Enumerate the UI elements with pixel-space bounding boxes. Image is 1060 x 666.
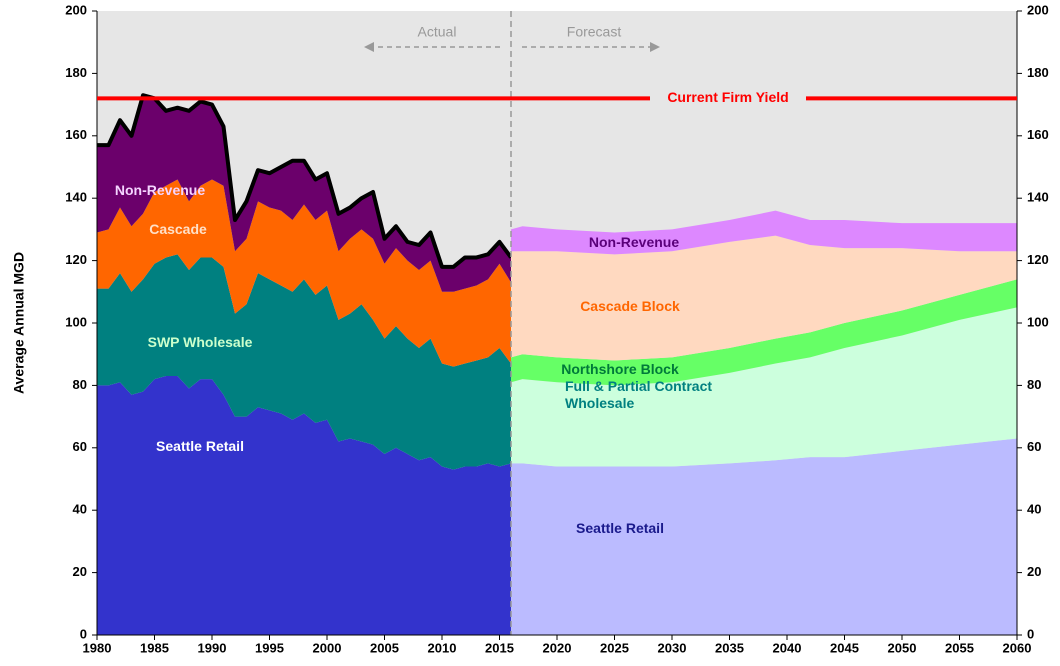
x-tick-label: 1985: [140, 640, 169, 655]
y-tick-label: 100: [65, 314, 87, 329]
series-label: Cascade: [149, 221, 207, 237]
x-tick-label: 2045: [830, 640, 859, 655]
x-tick-label: 1980: [83, 640, 112, 655]
y2-tick-label: 120: [1027, 252, 1049, 267]
x-tick-label: 2035: [715, 640, 744, 655]
actual-label: Actual: [418, 24, 457, 40]
y2-tick-label: 60: [1027, 439, 1041, 454]
y2-tick-label: 100: [1027, 314, 1049, 329]
y2-tick-label: 40: [1027, 502, 1041, 517]
y2-tick-label: 20: [1027, 564, 1041, 579]
total-line: [97, 93, 513, 269]
x-tick-label: 2010: [428, 640, 457, 655]
y-tick-label: 200: [65, 2, 87, 17]
area: [511, 235, 1017, 361]
x-tick-label: 2055: [945, 640, 974, 655]
x-tick-label: 2050: [888, 640, 917, 655]
area: [511, 210, 1017, 255]
area: [97, 179, 511, 367]
area: [97, 376, 511, 635]
series-label: Cascade Block: [580, 298, 680, 314]
y-axis-title: Average Annual MGD: [11, 252, 27, 394]
y2-tick-label: 0: [1027, 626, 1034, 641]
y-tick-label: 160: [65, 127, 87, 142]
firm-yield-label: Current Firm Yield: [667, 89, 788, 105]
y2-tick-label: 80: [1027, 377, 1041, 392]
y-tick-label: 140: [65, 190, 87, 205]
x-tick-label: 2015: [485, 640, 514, 655]
series-label: Non-Revenue: [588, 234, 680, 250]
x-tick-label: 2005: [370, 640, 399, 655]
y-tick-label: 120: [65, 252, 87, 267]
y-tick-label: 180: [65, 65, 87, 80]
series-label: SWP Wholesale: [147, 334, 253, 350]
area: [511, 438, 1017, 635]
y-tick-label: 20: [73, 564, 87, 579]
x-tick-label: 2000: [313, 640, 342, 655]
series-label: Northshore Block: [561, 361, 679, 377]
forecast-label: Forecast: [567, 24, 622, 40]
arrow-head: [650, 42, 660, 52]
y2-tick-label: 160: [1027, 127, 1049, 142]
series-label: Non-Revenue: [114, 182, 206, 198]
area: [511, 279, 1017, 386]
y-tick-label: 60: [73, 439, 87, 454]
area: [97, 254, 511, 470]
x-tick-label: 2020: [543, 640, 572, 655]
y2-tick-label: 140: [1027, 190, 1049, 205]
x-tick-label: 2030: [658, 640, 687, 655]
series-label: Seattle Retail: [576, 520, 664, 536]
areas: [97, 93, 1017, 635]
y2-tick-label: 180: [1027, 65, 1049, 80]
firm-yield-label-bg: [650, 89, 806, 108]
y-tick-label: 40: [73, 502, 87, 517]
series-label: Seattle Retail: [156, 438, 244, 454]
x-tick-label: 1995: [255, 640, 284, 655]
y-tick-label: 80: [73, 377, 87, 392]
y-tick-label: 0: [80, 626, 87, 641]
y2-tick-label: 200: [1027, 2, 1049, 17]
x-tick-label: 2060: [1003, 640, 1032, 655]
series-label: Full & Partial Contract Wholesale: [565, 378, 713, 411]
x-tick-label: 1990: [198, 640, 227, 655]
area: [511, 307, 1017, 467]
x-tick-label: 2025: [600, 640, 629, 655]
arrow-head: [364, 42, 374, 52]
x-tick-label: 2040: [773, 640, 802, 655]
